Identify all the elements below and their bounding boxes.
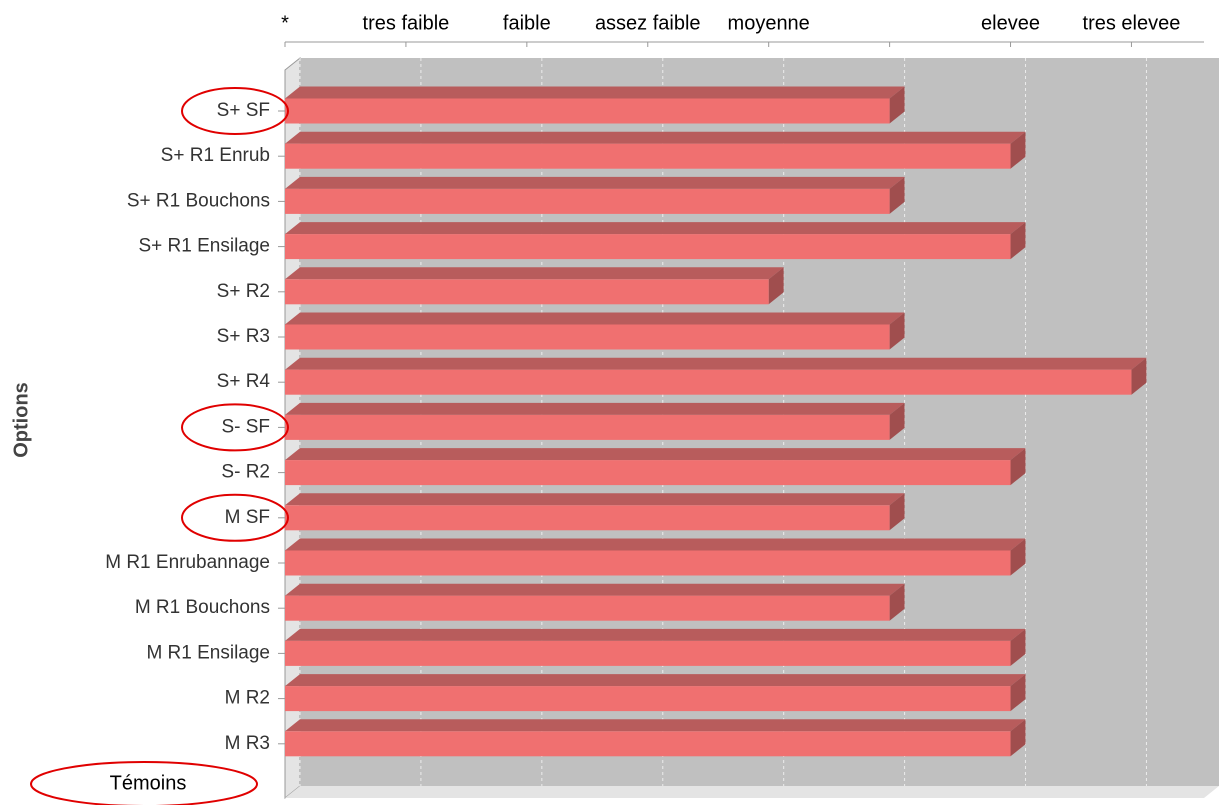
bar (285, 686, 1011, 712)
highlight-ellipse (30, 761, 258, 805)
bar (285, 550, 1011, 576)
bar-top (285, 222, 1026, 235)
bar-side (889, 402, 905, 440)
bar (285, 595, 890, 621)
bar-side (1010, 674, 1026, 712)
bar-top (285, 267, 784, 280)
y-tick-label: S+ R2 (217, 281, 270, 302)
bar-side (768, 267, 784, 305)
y-tick-label: M R1 Enrubannage (105, 552, 270, 573)
y-tick-label: S+ SF (217, 100, 270, 121)
y-tick-label: M R1 Bouchons (135, 597, 270, 618)
bar-top (285, 448, 1026, 461)
y-tick-label: S+ R1 Bouchons (127, 190, 270, 211)
x-tick-label: assez faible (595, 12, 701, 34)
x-tick-label: faible (503, 12, 551, 34)
bar-top (285, 357, 1147, 370)
highlight-ellipse (181, 403, 289, 452)
bar-top (285, 674, 1026, 687)
bar (285, 143, 1011, 169)
bar-top (285, 312, 905, 325)
bar-top (285, 628, 1026, 641)
x-tick-label: * (281, 12, 289, 34)
y-tick-label: S+ R3 (217, 326, 270, 347)
bar-top (285, 583, 905, 596)
bar-top (285, 176, 905, 189)
highlight-ellipse (181, 493, 289, 542)
bar-top (285, 86, 905, 99)
bar-side (1010, 131, 1026, 169)
bar (285, 460, 1011, 486)
bar (285, 234, 1011, 260)
bar-top (285, 131, 1026, 144)
bar-top (285, 493, 905, 506)
bar-side (889, 176, 905, 214)
bar-side (889, 583, 905, 621)
bar-side (1010, 222, 1026, 260)
bar (285, 98, 890, 124)
y-tick-label: M R1 Ensilage (146, 642, 270, 663)
bar-top (285, 402, 905, 415)
y-axis-label: Options (10, 382, 32, 458)
y-tick-label: M R2 (225, 688, 270, 709)
plot-floor (285, 786, 1219, 798)
y-tick-label: S+ R1 Ensilage (139, 236, 271, 257)
bar-side (1010, 628, 1026, 666)
bar-side (1010, 719, 1026, 757)
y-tick-label: M SF (225, 507, 270, 528)
bar-side (1131, 357, 1147, 395)
y-tick-label: S+ R1 Enrub (161, 145, 270, 166)
x-tick-label: moyenne (728, 12, 810, 34)
bar (285, 279, 769, 305)
bar (285, 731, 1011, 757)
y-tick-label: S- R2 (221, 462, 270, 483)
y-tick-label: S+ R4 (217, 371, 271, 392)
bar (285, 188, 890, 214)
highlight-ellipse (181, 87, 289, 135)
x-tick-label: tres elevee (1083, 12, 1181, 34)
bar-top (285, 719, 1026, 732)
bar-side (889, 312, 905, 350)
x-tick-label: tres faible (363, 12, 450, 34)
bar (285, 505, 890, 531)
annotation: Témoins (110, 772, 187, 794)
bar (285, 369, 1132, 395)
y-tick-label: S- SF (221, 416, 270, 437)
x-tick-label: elevee (981, 12, 1040, 34)
bar-side (1010, 448, 1026, 486)
bar-side (889, 86, 905, 124)
bar (285, 640, 1011, 666)
bar-side (889, 493, 905, 531)
bar (285, 324, 890, 350)
bar-top (285, 538, 1026, 551)
y-tick-label: M R3 (225, 733, 270, 754)
bar-side (1010, 538, 1026, 576)
bar (285, 414, 890, 440)
